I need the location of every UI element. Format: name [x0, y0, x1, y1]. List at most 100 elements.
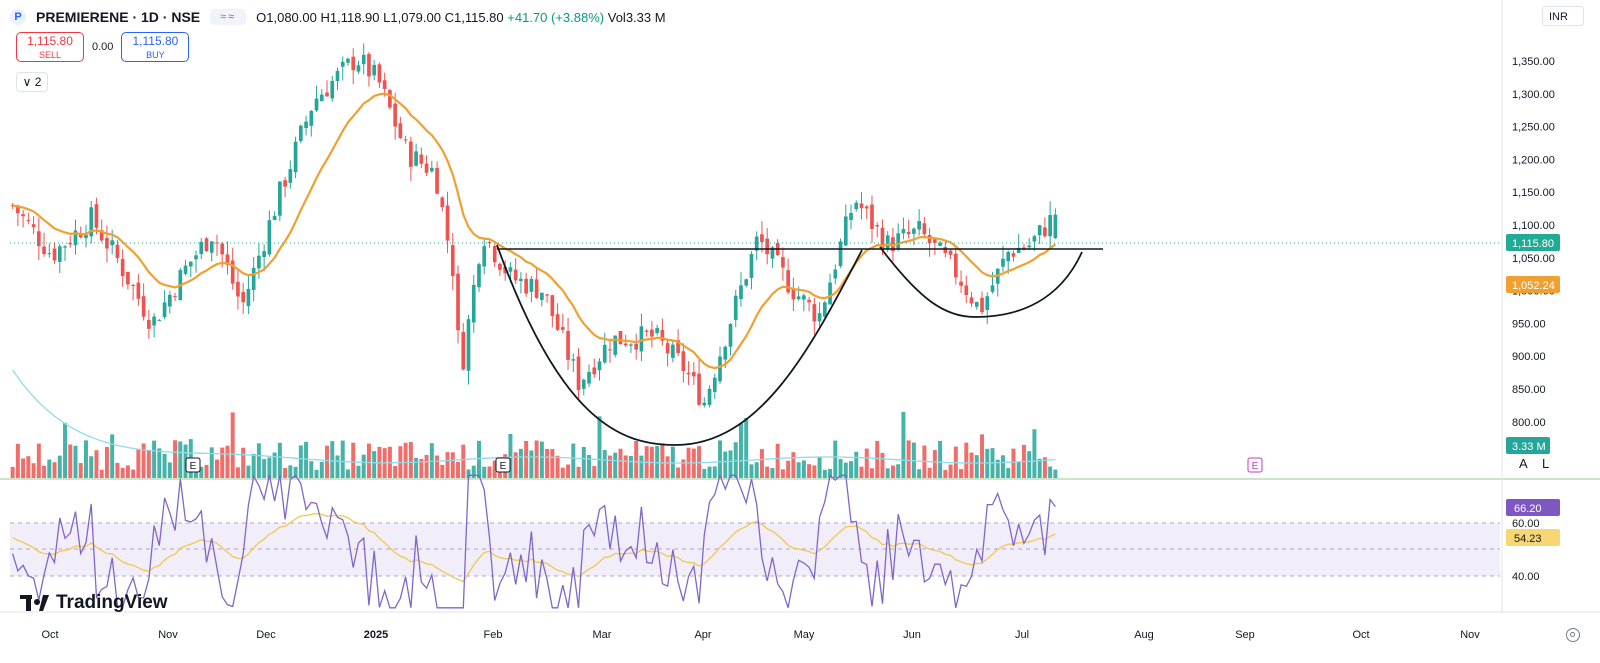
- candle-body: [943, 247, 948, 253]
- candle-body: [912, 228, 916, 234]
- price-tick-label: 1,250.00: [1512, 122, 1555, 134]
- rsi-tick-label: 40.00: [1512, 571, 1540, 583]
- volume-bar: [576, 466, 581, 478]
- volume-bar: [1000, 455, 1005, 478]
- tradingview-logo[interactable]: TradingView: [20, 592, 168, 614]
- candle-body: [204, 238, 209, 251]
- candle-body: [325, 92, 329, 97]
- candle-body: [298, 125, 303, 142]
- candle-body: [723, 346, 728, 360]
- candle-body: [21, 214, 25, 217]
- candle-body: [513, 269, 518, 281]
- candle-body: [555, 314, 560, 330]
- volume-bar: [618, 448, 623, 478]
- volume-bar: [167, 462, 172, 478]
- candle-body: [409, 141, 413, 167]
- tradingview-symbol-icon[interactable]: P: [10, 9, 26, 25]
- candle-body: [393, 103, 397, 127]
- time-tick-label: Nov: [1460, 629, 1480, 641]
- candle-body: [335, 70, 340, 82]
- trade-panel: 1,115.80 SELL 0.00 1,115.80 BUY: [16, 32, 190, 62]
- volume-bar: [901, 411, 906, 478]
- volume-bar: [927, 467, 932, 478]
- candle-body: [10, 204, 15, 206]
- candle-body: [733, 295, 738, 320]
- candle-body: [623, 343, 628, 346]
- volume-bar: [733, 442, 738, 478]
- candle-body: [1027, 245, 1032, 248]
- candle-body: [419, 154, 424, 164]
- time-tick-label: Dec: [256, 629, 276, 641]
- volume-bar: [361, 454, 366, 478]
- candle-body: [435, 167, 439, 194]
- time-axis[interactable]: Oct Nov Dec 2025 Feb Mar Apr May Jun Jul Aug Sep Oct…: [41, 629, 1480, 641]
- price-axis[interactable]: 1,350.00 1,300.00 1,250.00 1,200.00 1,150.00…: [1506, 56, 1560, 583]
- candle-body: [262, 251, 266, 257]
- candle-body: [864, 206, 869, 209]
- candle-body: [246, 288, 251, 307]
- buy-button[interactable]: 1,115.80 BUY: [121, 32, 190, 62]
- currency-button[interactable]: INR: [1542, 6, 1584, 26]
- candle-body: [225, 254, 230, 265]
- volume-bar: [293, 466, 298, 478]
- volume-bar: [628, 455, 633, 478]
- auto-scale-button[interactable]: A: [1519, 456, 1528, 471]
- candle-body: [251, 267, 256, 290]
- volume-bar: [471, 465, 476, 478]
- volume-bar: [89, 456, 94, 478]
- candle-body: [461, 332, 466, 370]
- volume-bar: [869, 468, 874, 478]
- candle-body: [503, 266, 508, 274]
- volume-bar: [550, 449, 555, 478]
- volume-bar: [256, 443, 261, 478]
- buy-price: 1,115.80: [132, 34, 179, 48]
- candle-body: [802, 295, 806, 300]
- volume-bar: [419, 459, 424, 478]
- volume-bar: [959, 469, 964, 478]
- settings-gear-icon[interactable]: [1566, 628, 1580, 642]
- sell-button[interactable]: 1,115.80 SELL: [16, 32, 84, 62]
- volume-bar: [131, 469, 136, 478]
- candle-body: [199, 241, 204, 255]
- volume-tag: [1506, 437, 1550, 454]
- time-tick-label: Jul: [1015, 629, 1029, 641]
- price-tick-label: 1,150.00: [1512, 187, 1555, 199]
- volume-bar: [634, 440, 639, 478]
- volume-bar: [466, 469, 471, 478]
- volume-bar: [492, 460, 497, 478]
- indicators-toggle-button[interactable]: ∨ 2: [16, 72, 48, 92]
- candle-body: [1022, 247, 1026, 249]
- candle-body: [524, 278, 528, 294]
- volume-bar: [602, 450, 607, 478]
- volume-bar: [587, 455, 592, 478]
- candle-body: [466, 319, 471, 371]
- volume-bar: [246, 465, 251, 478]
- volume-bar: [209, 447, 214, 478]
- tradingview-logo-icon: [20, 595, 50, 611]
- compare-icon[interactable]: ≈ ≈: [210, 9, 247, 25]
- volume-bar: [938, 440, 943, 478]
- candle-body: [917, 221, 921, 230]
- symbol-title[interactable]: PREMIERENE · 1D · NSE: [36, 9, 201, 25]
- candle-body: [592, 367, 597, 375]
- volume-bar: [660, 443, 665, 478]
- candle-body: [791, 289, 796, 300]
- candle-body: [964, 285, 969, 296]
- volume-bar: [534, 440, 539, 478]
- ohlc-values: O1,080.00 H1,118.90 L1,079.00 C1,115.80 …: [256, 10, 665, 25]
- price-tick-label: 1,300.00: [1512, 89, 1555, 101]
- candle-body: [754, 236, 759, 251]
- spread-value: 0.00: [92, 41, 114, 53]
- candle-body: [953, 253, 958, 278]
- candle-body: [770, 247, 775, 259]
- candle-body: [31, 224, 36, 228]
- volume-bar: [1042, 457, 1047, 478]
- volume-tag-label: 3.33 M: [1512, 441, 1546, 453]
- volume-bar: [817, 457, 822, 478]
- volume-bar: [435, 455, 440, 478]
- candle-body: [691, 372, 696, 377]
- log-scale-button[interactable]: L: [1542, 456, 1550, 471]
- candle-body: [639, 326, 644, 352]
- volume-bar: [807, 464, 812, 478]
